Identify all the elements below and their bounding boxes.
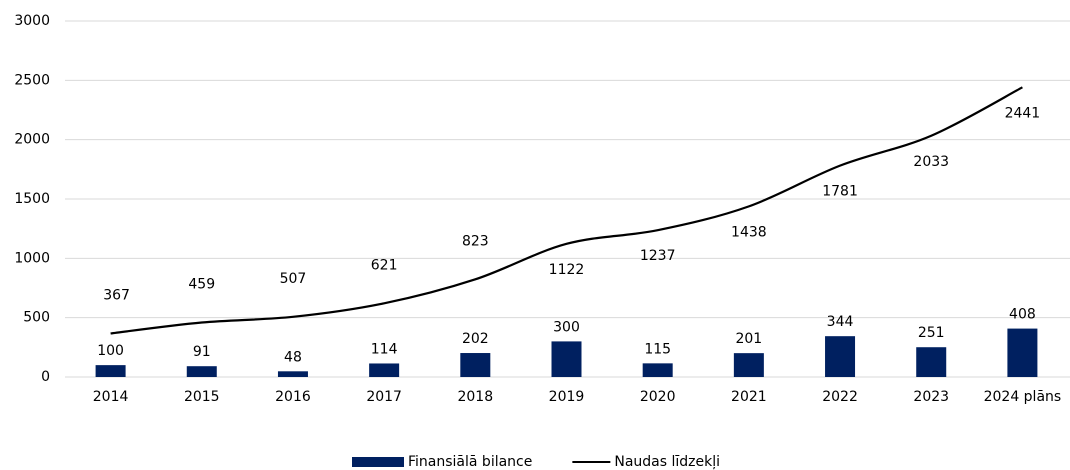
bar-value-label: 300 <box>553 319 580 335</box>
line-value-label: 367 <box>103 287 130 303</box>
bar-value-label: 91 <box>193 344 211 360</box>
x-tick-label: 2022 <box>822 389 858 405</box>
bar-value-label: 408 <box>1009 307 1036 323</box>
x-tick-label: 2020 <box>640 389 676 405</box>
bar <box>733 353 764 377</box>
bar <box>277 371 308 377</box>
x-tick-label: 2023 <box>913 389 949 405</box>
bar <box>186 366 217 377</box>
y-tick-label: 2000 <box>14 132 50 148</box>
bar-value-label: 201 <box>735 331 762 347</box>
line-value-label: 1438 <box>731 224 767 240</box>
bar <box>95 365 126 377</box>
x-tick-label: 2018 <box>457 389 493 405</box>
bar <box>369 363 400 377</box>
bar-value-label: 114 <box>371 341 398 357</box>
bar <box>642 363 673 377</box>
y-tick-label: 0 <box>41 369 50 385</box>
line-value-label: 621 <box>371 257 398 273</box>
line-value-label: 507 <box>280 271 307 287</box>
x-tick-label: 2017 <box>366 389 402 405</box>
line-value-label: 1122 <box>549 262 585 278</box>
legend-label: Naudas līdzekļi <box>614 454 720 470</box>
bar-value-label: 100 <box>97 343 124 359</box>
y-tick-label: 1500 <box>14 191 50 207</box>
bar-value-label: 115 <box>644 341 671 357</box>
y-tick-label: 3000 <box>14 13 50 29</box>
x-tick-label: 2014 <box>93 389 129 405</box>
y-tick-label: 500 <box>23 310 50 326</box>
bar-value-label: 48 <box>284 349 302 365</box>
bar-value-label: 251 <box>918 325 945 341</box>
line-value-label: 1237 <box>640 248 676 264</box>
x-tick-label: 2016 <box>275 389 311 405</box>
bar <box>1007 328 1038 377</box>
line-value-label: 459 <box>188 277 215 293</box>
line-value-label: 1781 <box>822 184 858 200</box>
y-tick-label: 1000 <box>14 250 50 266</box>
legend-label: Finansiālā bilance <box>408 454 532 470</box>
line-value-label: 2033 <box>913 154 949 170</box>
bar <box>460 353 491 377</box>
legend-swatch <box>352 457 404 467</box>
bar <box>825 336 856 377</box>
x-tick-label: 2021 <box>731 389 767 405</box>
bar-value-label: 344 <box>827 314 854 330</box>
x-tick-label: 2015 <box>184 389 220 405</box>
line-value-label: 2441 <box>1005 105 1041 121</box>
bar <box>916 347 947 377</box>
x-tick-label: 2019 <box>549 389 585 405</box>
bar <box>551 341 582 377</box>
bar-value-label: 202 <box>462 331 489 347</box>
line-value-label: 823 <box>462 233 489 249</box>
x-tick-label: 2024 plāns <box>984 389 1062 405</box>
y-tick-label: 2500 <box>14 72 50 88</box>
line <box>110 86 1023 335</box>
